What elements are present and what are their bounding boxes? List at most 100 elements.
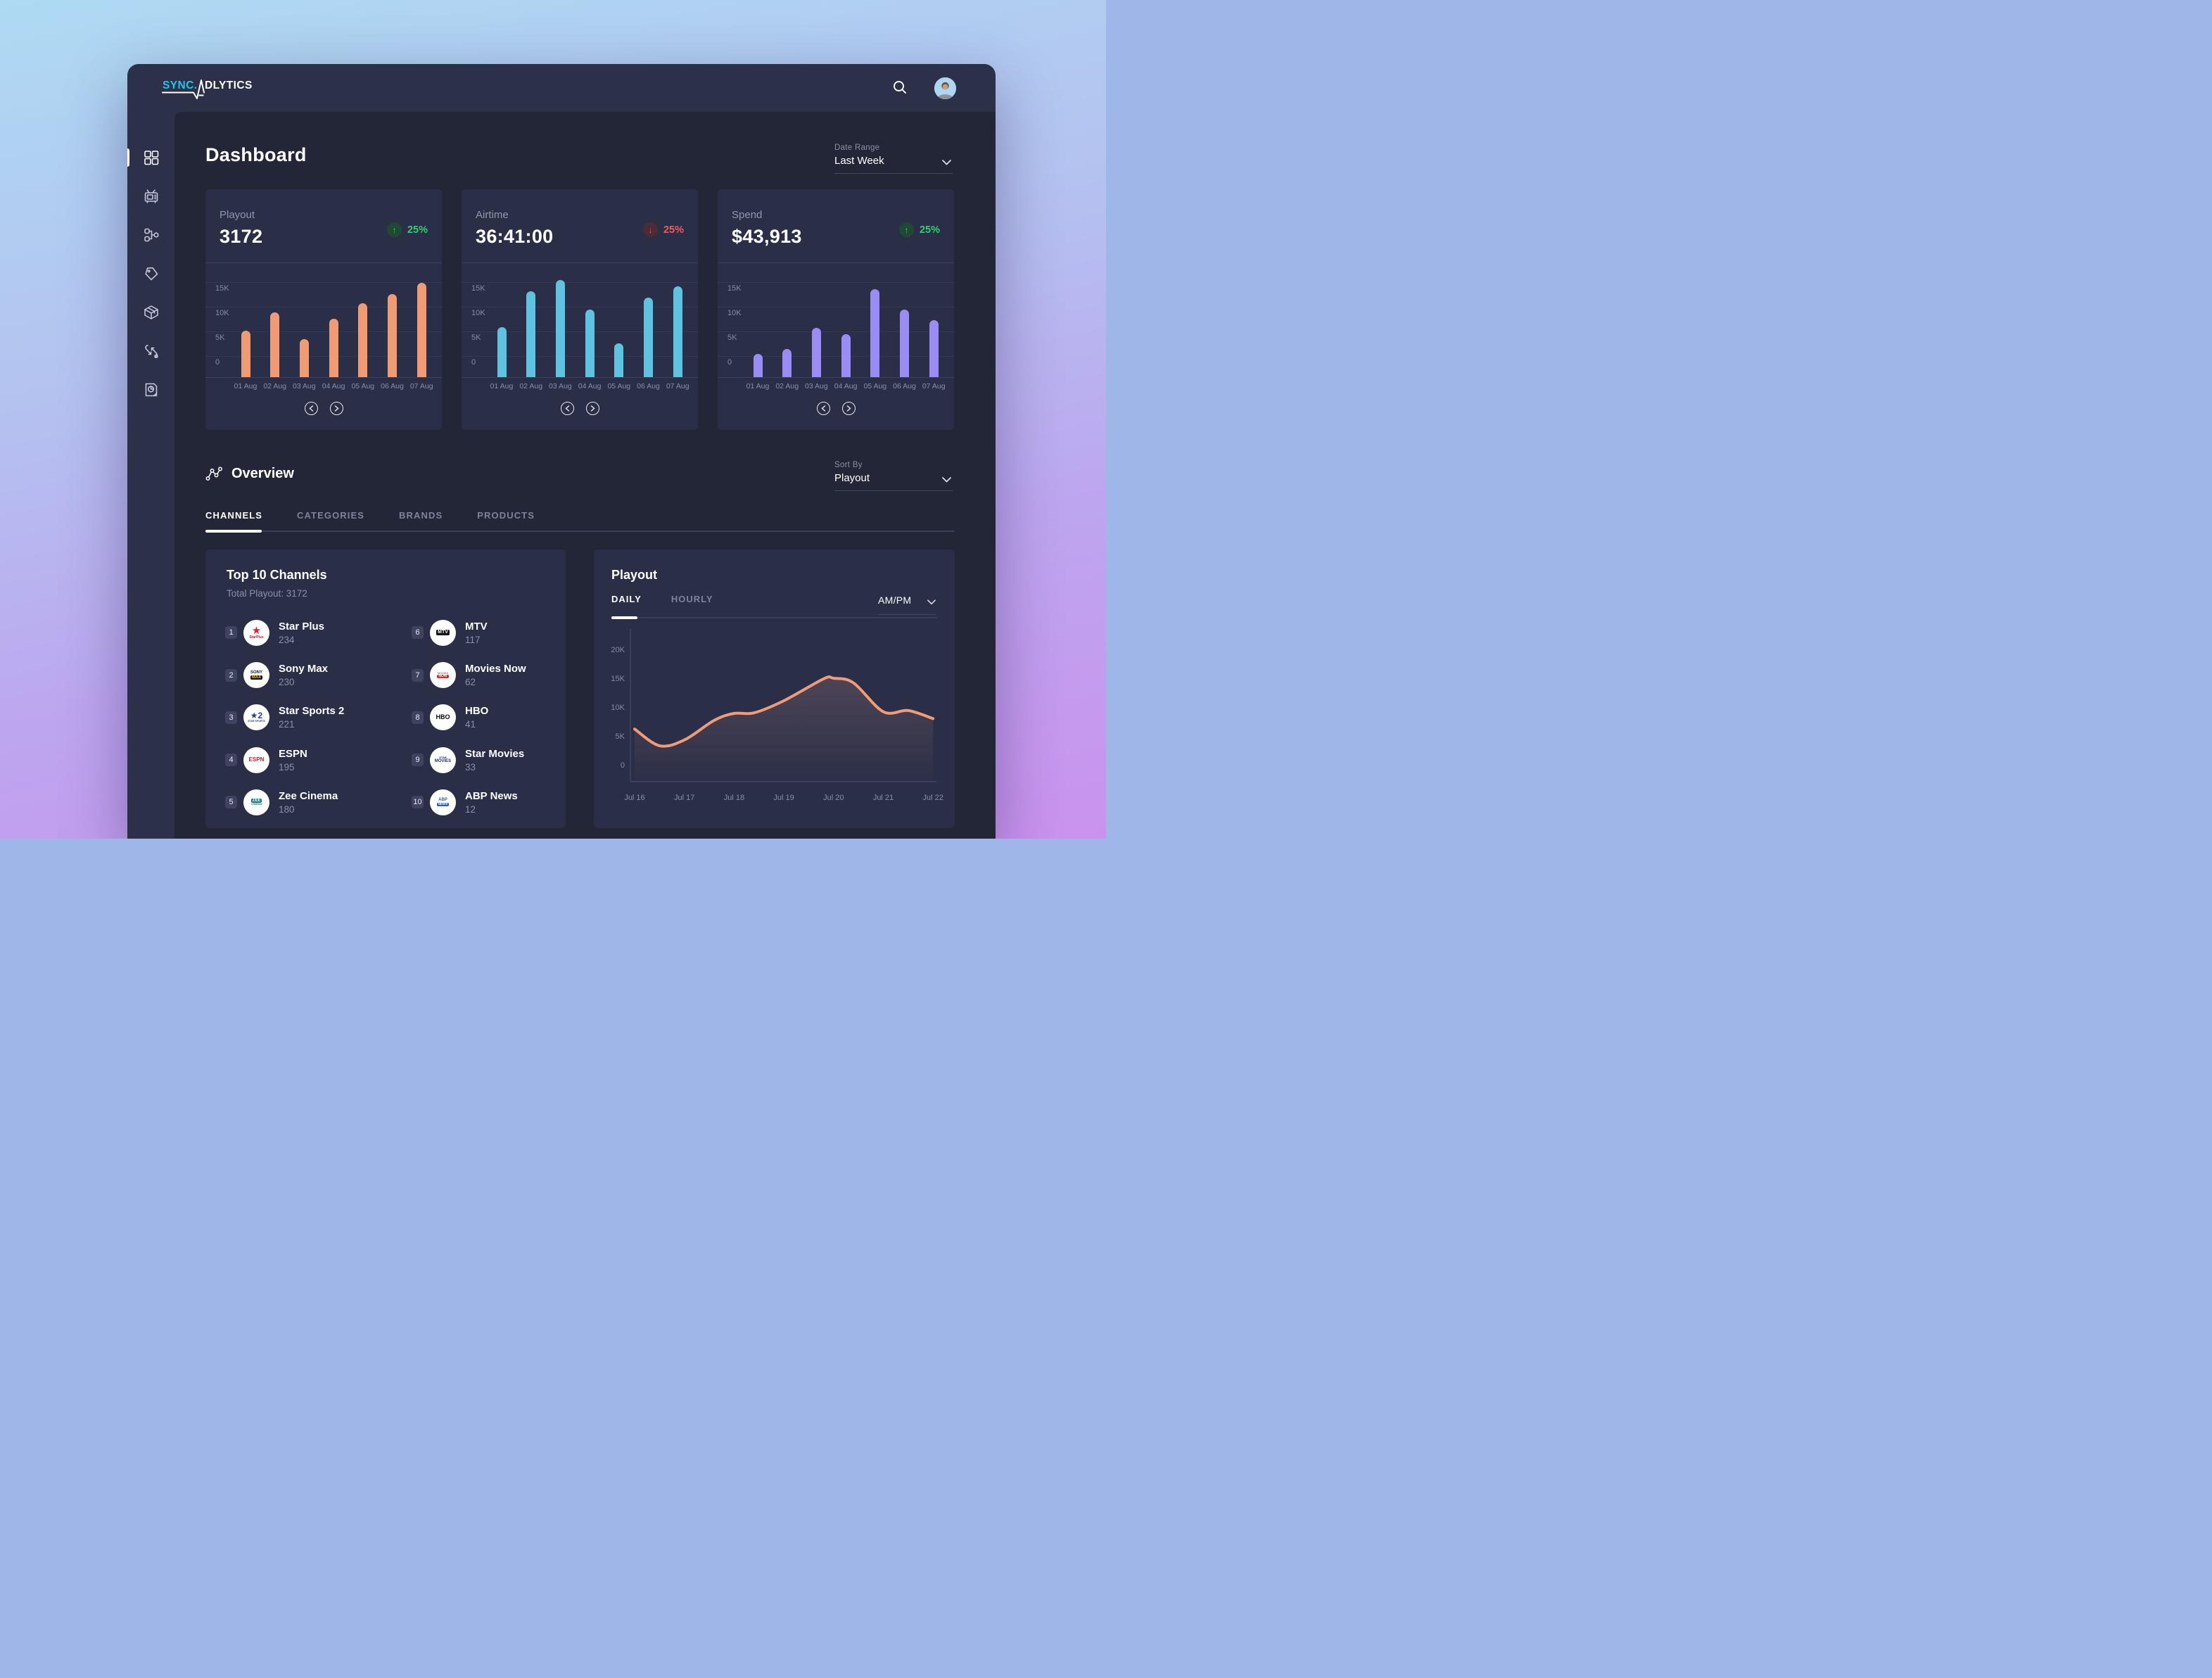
channel-row-mtv[interactable]: 6 MTV MTV 117	[412, 617, 488, 648]
bar	[299, 339, 309, 377]
x-tick-label: 02 Aug	[263, 382, 287, 390]
chevron-left-icon[interactable]	[304, 402, 318, 415]
bar	[555, 280, 565, 377]
gridline	[462, 331, 698, 332]
metric-label: Airtime	[476, 209, 509, 221]
chevron-right-icon[interactable]	[841, 402, 856, 415]
channel-meta: Star Movies 33	[465, 748, 524, 773]
date-range-underline	[834, 173, 953, 174]
overview-tab-track	[205, 530, 955, 533]
sort-by-value: Playout	[834, 472, 870, 484]
channel-row-movies-now[interactable]: 7 MOVIES NOW Movies Now 62	[412, 660, 526, 691]
playout-panel-title: Playout	[611, 568, 658, 582]
bar	[929, 319, 939, 377]
chevron-left-icon[interactable]	[560, 402, 574, 415]
channel-row-sony-max[interactable]: 2 SONY MAX Sony Max 230	[225, 660, 328, 691]
channel-logo-text: HBO	[436, 713, 450, 720]
y-tick-label: 0	[727, 358, 732, 367]
sidebar-item-grid[interactable]	[127, 138, 174, 177]
y-tick-label: 5K	[215, 333, 225, 342]
x-tick-label: 05 Aug	[607, 382, 631, 390]
channel-row-star-plus[interactable]: 1 ★ StarPlus Star Plus 234	[225, 617, 324, 648]
rank-badge: 6	[412, 626, 424, 639]
y-tick-label: 20K	[611, 646, 625, 654]
report-icon	[145, 383, 157, 396]
channel-name: Zee Cinema	[279, 789, 338, 802]
tab-brands[interactable]: BRANDS	[399, 510, 443, 521]
sidebar-item-flow[interactable]	[127, 215, 174, 254]
logo-text-primary: SYNC.	[163, 80, 197, 91]
swap-icon	[144, 344, 158, 358]
tab-hourly[interactable]: HOURLY	[670, 594, 713, 604]
channel-logo-text: StarPlus	[249, 635, 264, 640]
package-icon	[144, 305, 158, 319]
search-icon[interactable]	[891, 79, 909, 97]
channel-logo-text: MTV	[436, 630, 450, 635]
rank-badge: 3	[225, 711, 237, 724]
sidebar-item-package[interactable]	[127, 293, 174, 331]
channel-logo: ★ StarPlus	[243, 619, 269, 646]
channel-logo-text: MOVIES	[437, 670, 449, 675]
period-select[interactable]: AM/PM	[878, 595, 936, 615]
overview-header: Overview	[205, 466, 294, 482]
channel-meta: Star Sports 2 221	[279, 705, 344, 730]
channel-meta: ABP News 12	[465, 790, 518, 815]
channel-meta: Zee Cinema 180	[279, 790, 338, 815]
x-tick-label: Jul 20	[823, 794, 844, 802]
flow-icon	[144, 228, 159, 241]
date-range-select[interactable]: Date Range Last Week	[834, 144, 953, 174]
divider	[205, 262, 442, 263]
tab-categories[interactable]: CATEGORIES	[297, 510, 365, 521]
channel-logo-text: MOVIES	[434, 758, 452, 763]
chevron-left-icon[interactable]	[816, 402, 830, 415]
x-tick-label: 01 Aug	[746, 382, 770, 390]
mini-bar-chart: 15K 10K 5K 0 01 Aug 02 Aug 03 Aug 04 Aug 05 Aug 0…	[462, 262, 698, 430]
channel-row-star-sports-2[interactable]: 3 ★2 STAR SPORTS Star Sports 2 221	[225, 702, 344, 733]
period-value: AM/PM	[878, 595, 912, 606]
sort-by-select[interactable]: Sort By Playout	[834, 461, 953, 491]
channel-logo: ABP NEWS	[430, 789, 456, 815]
channel-logo: SONY MAX	[243, 662, 269, 688]
sidebar-item-report[interactable]	[127, 370, 174, 409]
metric-value: 36:41:00	[476, 226, 554, 247]
tab-channels[interactable]: CHANNELS	[205, 510, 263, 521]
avatar[interactable]	[934, 77, 956, 99]
channel-row-espn[interactable]: 4 ESPN ESPN 195	[225, 744, 307, 775]
y-tick-label: 15K	[471, 284, 485, 293]
channel-row-hbo[interactable]: 8 HBO HBO 41	[412, 702, 488, 733]
channel-row-star-movies[interactable]: 9 STAR MOVIES Star Movies 33	[412, 744, 524, 775]
chevron-right-icon[interactable]	[329, 402, 343, 415]
channel-row-zee-cinema[interactable]: 5 ZEE CINEMA Zee Cinema 180	[225, 787, 338, 818]
y-tick-label: 10K	[611, 704, 625, 712]
channel-playout-count: 234	[279, 634, 295, 645]
tab-products[interactable]: PRODUCTS	[477, 510, 535, 521]
delta-badge: ↑ 25%	[898, 222, 940, 237]
y-tick-label: 10K	[471, 309, 485, 317]
sidebar-item-tv[interactable]	[127, 177, 174, 215]
playout-area-chart: 20K 15K 10K 5K 0 Jul 16 Jul 17 Jul 18 Jul 19 Jul …	[611, 629, 943, 802]
sidebar-item-swap[interactable]	[127, 331, 174, 370]
channel-name: Star Sports 2	[279, 705, 345, 717]
gridline	[718, 282, 954, 283]
delta-badge: ↑ 25%	[386, 222, 428, 237]
channel-logo: MOVIES NOW	[430, 662, 456, 688]
bar	[388, 293, 397, 377]
chevron-right-icon[interactable]	[585, 402, 599, 415]
tab-daily[interactable]: DAILY	[611, 594, 642, 604]
sort-by-underline	[834, 490, 953, 491]
y-tick-label: 0	[621, 761, 625, 770]
channel-row-abp-news[interactable]: 10 ABP NEWS ABP News 12	[412, 787, 518, 818]
x-tick-label: 04 Aug	[834, 382, 858, 390]
x-tick-label: 07 Aug	[666, 382, 689, 390]
rank-badge: 1	[225, 626, 237, 639]
sidebar-item-tag[interactable]	[127, 254, 174, 293]
channel-playout-count: 12	[465, 803, 476, 815]
header-actions	[891, 64, 956, 112]
sort-by-label: Sort By	[834, 461, 863, 469]
bar	[270, 312, 280, 377]
bar	[900, 310, 909, 377]
stat-card-playout: Playout 3172 ↑ 25% 15K 10K 5K 0 01 Aug 02 Aug…	[205, 189, 442, 430]
metric-label: Playout	[220, 209, 255, 221]
active-indicator	[127, 148, 129, 167]
chart-pager	[718, 402, 954, 415]
